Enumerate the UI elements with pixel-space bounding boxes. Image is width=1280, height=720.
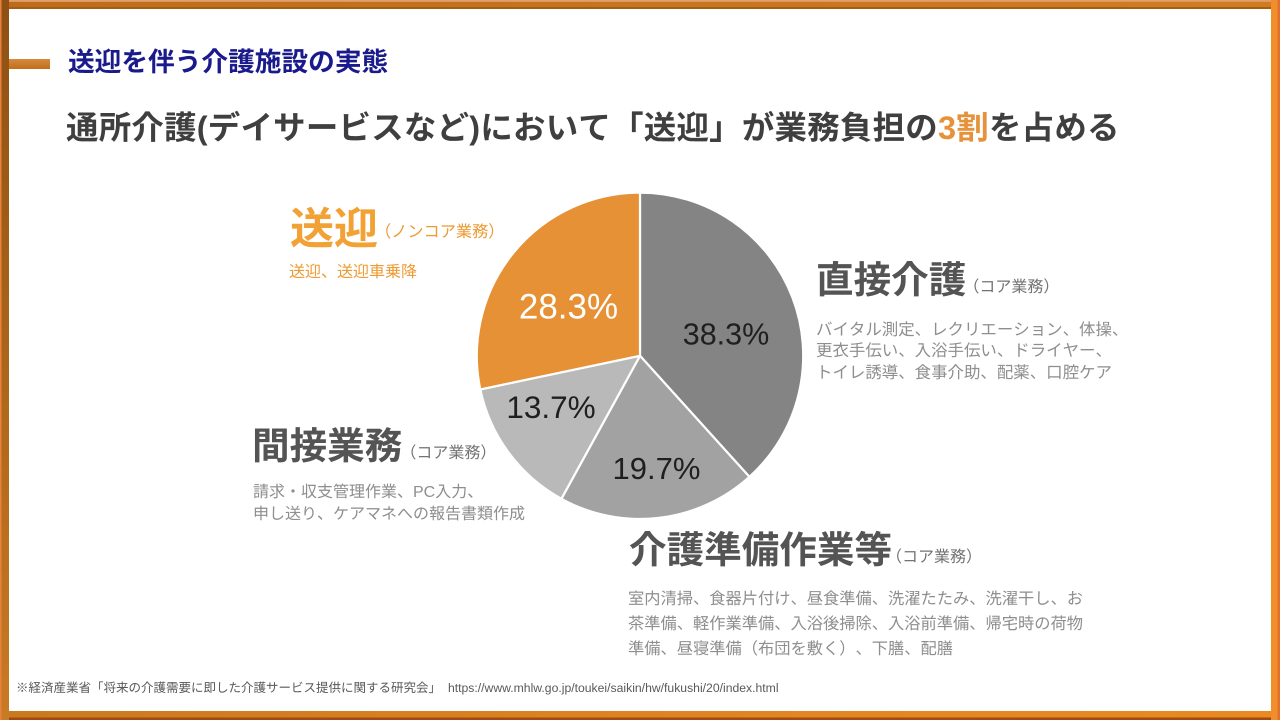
svg-text:19.7%: 19.7% — [613, 451, 701, 486]
svg-text:38.3%: 38.3% — [683, 318, 769, 352]
svg-text:13.7%: 13.7% — [506, 389, 595, 425]
svg-text:28.3%: 28.3% — [519, 288, 618, 327]
